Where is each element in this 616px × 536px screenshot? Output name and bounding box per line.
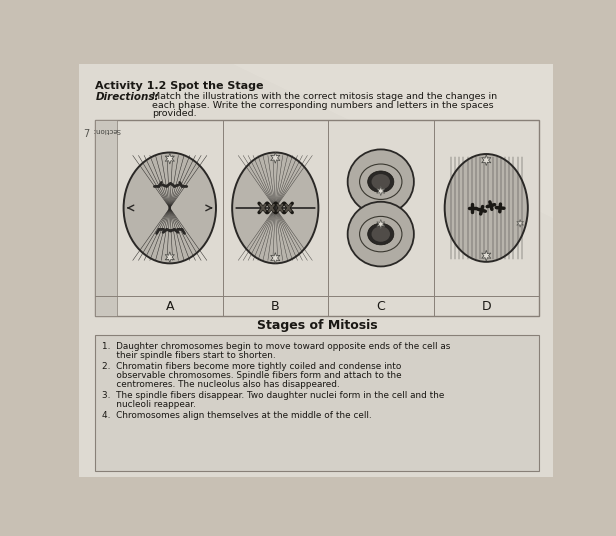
Text: Directions:: Directions:	[95, 92, 159, 102]
Text: observable chromosomes. Spindle fibers form and attach to the: observable chromosomes. Spindle fibers f…	[102, 371, 401, 380]
Bar	[95, 334, 539, 471]
Polygon shape	[270, 252, 280, 263]
Text: Activity 1.2 Spot the Stage: Activity 1.2 Spot the Stage	[95, 81, 264, 91]
Polygon shape	[482, 155, 491, 166]
Ellipse shape	[371, 226, 390, 242]
Text: nucleoli reappear.: nucleoli reappear.	[102, 400, 195, 409]
Text: centromeres. The nucleolus also has disappeared.: centromeres. The nucleolus also has disa…	[102, 380, 339, 389]
Bar	[95, 120, 117, 316]
Ellipse shape	[232, 152, 318, 263]
Text: C: C	[376, 300, 385, 312]
Ellipse shape	[368, 224, 394, 245]
Polygon shape	[165, 252, 174, 263]
Ellipse shape	[368, 171, 394, 192]
Text: Match the illustrations with the correct mitosis stage and the changes in: Match the illustrations with the correct…	[153, 92, 498, 101]
Text: 1.  Daughter chromosomes begin to move toward opposite ends of the cell as: 1. Daughter chromosomes begin to move to…	[102, 343, 450, 351]
Polygon shape	[165, 153, 174, 164]
Ellipse shape	[124, 152, 216, 263]
Ellipse shape	[371, 174, 390, 189]
Text: Stages of Mitosis: Stages of Mitosis	[257, 319, 378, 332]
Text: 2.  Chromatin fibers become more tightly coiled and condense into: 2. Chromatin fibers become more tightly …	[102, 362, 401, 371]
Polygon shape	[517, 219, 524, 227]
Ellipse shape	[445, 154, 528, 262]
Polygon shape	[233, 64, 553, 218]
Text: B: B	[271, 300, 280, 312]
Text: 3.  The spindle fibers disappear. Two daughter nuclei form in the cell and the: 3. The spindle fibers disappear. Two dau…	[102, 391, 444, 400]
Polygon shape	[270, 152, 280, 163]
Ellipse shape	[347, 202, 414, 266]
Polygon shape	[377, 187, 385, 196]
Text: A: A	[166, 300, 174, 312]
Text: Section:: Section:	[92, 128, 121, 133]
Text: their spindle fibers start to shorten.: their spindle fibers start to shorten.	[102, 351, 275, 360]
Polygon shape	[377, 219, 385, 229]
Text: 7: 7	[83, 129, 89, 139]
Ellipse shape	[347, 150, 414, 214]
Bar	[95, 120, 539, 316]
Text: provided.: provided.	[153, 109, 197, 118]
Polygon shape	[482, 250, 491, 261]
Text: 4.  Chromosomes align themselves at the middle of the cell.: 4. Chromosomes align themselves at the m…	[102, 411, 371, 420]
Text: D: D	[482, 300, 491, 312]
Text: each phase. Write the corresponding numbers and letters in the spaces: each phase. Write the corresponding numb…	[153, 101, 494, 109]
